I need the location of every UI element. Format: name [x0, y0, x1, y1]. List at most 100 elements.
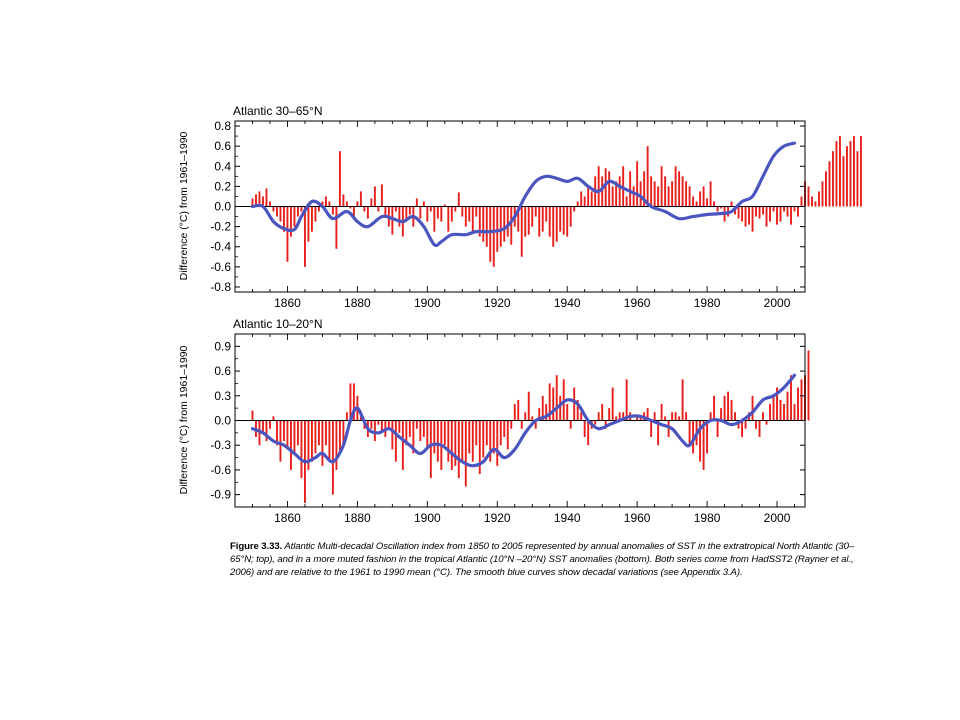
decadal-smooth-curve — [250, 141, 797, 248]
anomaly-bar — [338, 151, 341, 207]
anomaly-bar — [328, 420, 331, 462]
x-tick-label: 1980 — [694, 511, 721, 525]
anomaly-bar — [797, 206, 799, 217]
x-tick-label: 1960 — [624, 511, 651, 525]
anomaly-bar — [380, 184, 383, 207]
anomaly-bar — [314, 420, 317, 454]
anomaly-bar — [625, 196, 628, 207]
anomaly-bar — [377, 420, 380, 425]
anomaly-bar — [331, 206, 334, 215]
figure-caption: Figure 3.33. Atlantic Multi-decadal Osci… — [230, 540, 870, 579]
anomaly-bar — [807, 350, 810, 421]
y-tick-label: 0.6 — [214, 139, 231, 153]
bottom-panel-atlantic-10-20N: -0.9 -0.6 -0.3 0.0 0.3 0.6 0.9 1860 1880 1900 1920… — [178, 317, 810, 525]
anomaly-bar — [415, 420, 418, 429]
anomaly-bar — [604, 168, 607, 207]
anomaly-bar — [279, 420, 282, 462]
anomaly-bar — [545, 206, 548, 222]
anomaly-bar — [562, 206, 565, 235]
anomaly-bar — [464, 420, 467, 487]
anomaly-bar — [296, 420, 299, 446]
anomaly-bar — [454, 420, 457, 466]
anomaly-bar — [310, 420, 313, 462]
anomaly-bar — [251, 198, 254, 207]
anomaly-bar — [751, 395, 754, 421]
anomaly-bar — [499, 420, 502, 446]
anomaly-bar — [342, 194, 345, 207]
anomaly-bar — [695, 201, 698, 207]
anomaly-bar — [412, 420, 415, 454]
anomaly-bar — [300, 206, 303, 212]
anomaly-bar — [366, 206, 369, 219]
anomaly-bar — [262, 420, 264, 433]
x-tick-label: 1880 — [344, 296, 371, 310]
anomaly-bar — [401, 420, 404, 470]
y-tick-label: -0.9 — [210, 488, 231, 502]
anomaly-bar — [727, 391, 730, 421]
anomaly-bar — [258, 191, 261, 207]
anomaly-bar — [566, 404, 569, 421]
anomaly-bar — [702, 420, 705, 470]
x-tick-label: 1940 — [554, 296, 581, 310]
anomaly-bar — [835, 141, 838, 207]
anomaly-bar — [713, 201, 716, 207]
anomaly-bar — [576, 399, 579, 421]
anomaly-bar — [629, 171, 632, 207]
anomaly-bar — [807, 186, 810, 207]
anomaly-bar — [283, 420, 285, 442]
anomaly-bar — [720, 408, 723, 421]
anomaly-bar — [849, 141, 852, 207]
y-tick-label: -0.2 — [210, 220, 231, 234]
anomaly-bar — [569, 420, 572, 429]
y-tick-label: 0.4 — [214, 159, 231, 173]
y-tick-label: 0.0 — [214, 200, 231, 214]
y-tick-label: 0.9 — [214, 339, 231, 353]
anomaly-bar — [496, 420, 499, 466]
anomaly-bar — [646, 146, 649, 207]
anomaly-bar — [653, 412, 656, 421]
anomaly-bar — [324, 420, 327, 446]
anomaly-bar — [450, 206, 453, 222]
anomaly-bar — [429, 420, 432, 479]
anomaly-bar — [384, 206, 387, 217]
anomaly-bar — [751, 206, 754, 232]
caption-label: Figure 3.33. — [230, 541, 283, 552]
x-tick-label: 1980 — [694, 296, 721, 310]
anomaly-bar — [419, 206, 422, 219]
anomaly-bar — [737, 420, 740, 429]
anomaly-bar — [762, 206, 764, 215]
anomaly-bar — [755, 420, 757, 429]
anomaly-bar — [450, 420, 453, 470]
anomaly-bar — [664, 416, 667, 421]
anomaly-bar — [839, 136, 841, 207]
anomaly-bar — [702, 186, 705, 207]
anomaly-bar — [272, 206, 275, 212]
anomaly-bar — [601, 404, 604, 421]
x-tick-label: 1940 — [554, 511, 581, 525]
anomaly-bar — [744, 420, 747, 429]
y-tick-label: 0.6 — [214, 364, 231, 378]
anomaly-bar — [545, 404, 548, 421]
anomaly-bar — [373, 186, 376, 207]
anomaly-bar — [664, 176, 667, 207]
anomaly-bar — [447, 206, 450, 232]
anomaly-bar — [723, 395, 726, 421]
anomaly-bar — [265, 188, 268, 207]
anomaly-bar — [524, 206, 527, 237]
anomaly-bar — [255, 194, 257, 207]
anomaly-bar — [492, 420, 495, 454]
anomaly-bar — [520, 206, 523, 257]
anomaly-bar — [765, 420, 768, 425]
anomaly-bar — [772, 206, 775, 212]
anomaly-bar — [639, 181, 642, 207]
anomaly-bar — [597, 412, 600, 421]
y-tick-label: -0.6 — [210, 260, 231, 274]
anomaly-bar — [482, 420, 485, 458]
x-tick-label: 2000 — [764, 296, 791, 310]
anomaly-bar — [552, 206, 555, 247]
anomaly-bar — [531, 206, 534, 227]
anomaly-bar — [471, 206, 474, 232]
anomaly-bar — [709, 412, 712, 421]
anomaly-bar — [548, 383, 551, 421]
anomaly-bar — [555, 375, 558, 421]
